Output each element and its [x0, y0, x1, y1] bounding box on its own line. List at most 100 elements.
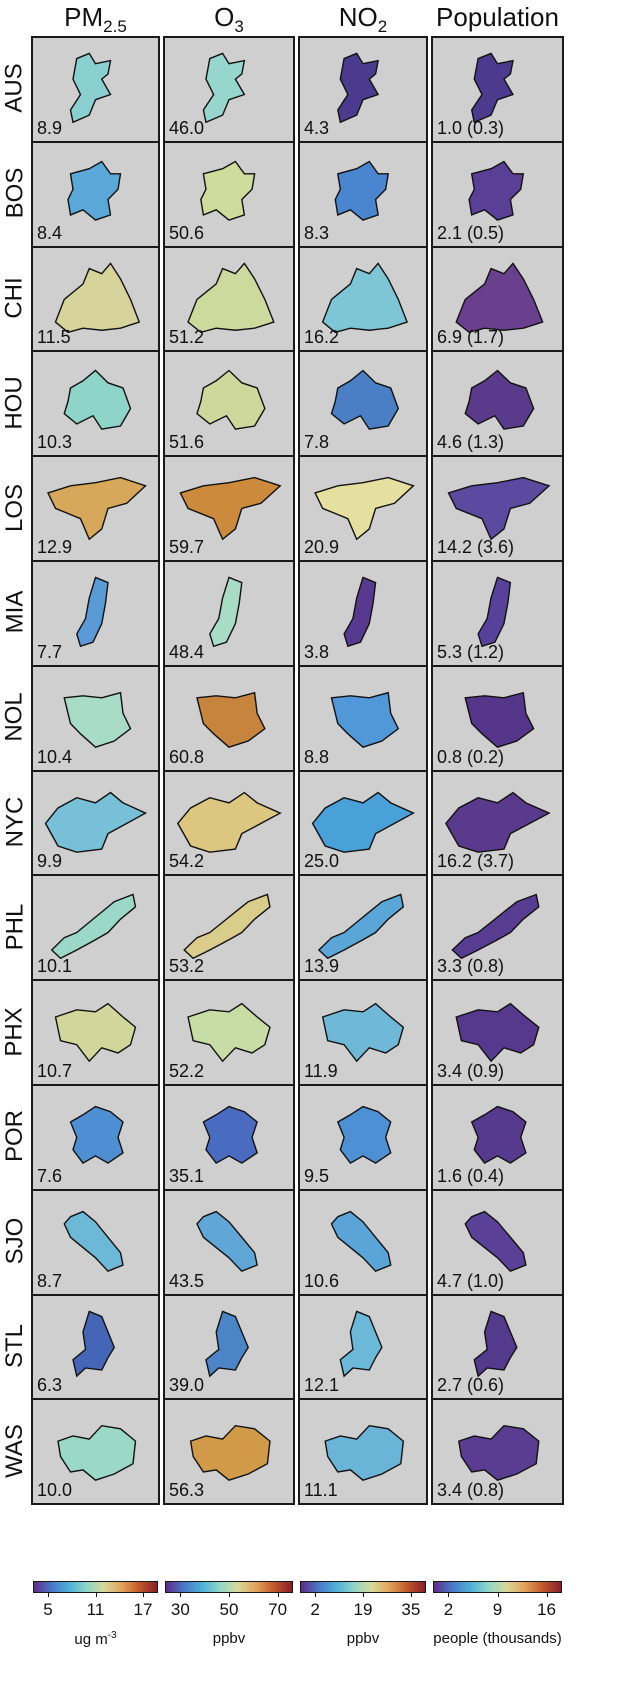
city-boundary [197, 692, 265, 746]
city-shape [300, 38, 426, 141]
city-shape [300, 562, 426, 665]
cell-value: 12.9 [37, 536, 73, 557]
city-shape [33, 876, 158, 979]
map-cell-aus-pm25: 8.9 [31, 36, 160, 143]
city-shape [165, 248, 293, 351]
map-cell-bos-o3: 50.6 [163, 140, 295, 248]
row-label-bos: BOS [0, 141, 30, 246]
city-shape [165, 457, 293, 560]
cell-value: 54.2 [169, 851, 205, 872]
map-cell-stl-no2: 12.1 [298, 1293, 428, 1401]
city-boundary [469, 161, 523, 220]
cell-value: 39.0 [169, 1375, 205, 1396]
map-cell-sjo-pm25: 8.7 [31, 1188, 160, 1296]
city-shape [165, 1400, 293, 1503]
city-shape [165, 667, 293, 770]
map-cell-por-no2: 9.5 [298, 1084, 428, 1191]
city-code: SJO [1, 1217, 28, 1265]
colorbar-tick [448, 1592, 450, 1597]
city-boundary [338, 53, 378, 122]
cell-value: 60.8 [169, 746, 205, 767]
city-boundary [56, 263, 140, 332]
city-boundary [201, 161, 255, 220]
city-shape [433, 352, 562, 455]
map-cell-phx-no2: 11.9 [298, 979, 428, 1086]
city-boundary [338, 1107, 391, 1164]
city-shape [433, 667, 562, 770]
cell-value: 8.9 [37, 117, 63, 138]
cell-value: 4.3 [304, 117, 330, 138]
cell-value: 6.3 [37, 1375, 63, 1396]
cell-value: 7.7 [37, 641, 63, 662]
city-boundary [459, 1426, 539, 1480]
map-cell-was-pop: 3.4 (0.8) [431, 1398, 564, 1506]
city-shape [33, 667, 158, 770]
cell-value: 8.7 [37, 1270, 63, 1291]
city-boundary [191, 1426, 270, 1480]
city-boundary [188, 263, 274, 332]
city-code: PHX [1, 1006, 29, 1057]
cell-value: 2.1 (0.5) [437, 222, 505, 243]
column-header-subscript: 2.5 [103, 17, 127, 36]
colorbar-tick-label: 2 [443, 1600, 454, 1619]
city-boundary [58, 1426, 136, 1480]
city-shape [300, 981, 426, 1084]
map-cell-nol-o3: 60.8 [163, 664, 295, 772]
city-shape [165, 876, 293, 979]
colorbar-tick-label: 9 [492, 1600, 503, 1619]
city-shape [433, 38, 562, 141]
cell-value: 3.8 [304, 641, 330, 662]
city-shape [300, 248, 426, 351]
colorbar-tick [180, 1592, 182, 1597]
map-cell-chi-o3: 51.2 [163, 245, 295, 353]
column-header-label: Population [436, 2, 559, 32]
city-shape [165, 352, 293, 455]
map-cell-phl-o3: 53.2 [163, 874, 295, 982]
column-header-pm25: PM2.5 [31, 2, 160, 36]
city-boundary [64, 371, 130, 430]
city-code: NOL [1, 692, 29, 742]
cell-value: 53.2 [169, 956, 205, 977]
cell-value: 25.0 [304, 851, 340, 872]
map-cell-nol-pop: 0.8 (0.2) [431, 664, 564, 772]
city-boundary [446, 792, 549, 852]
cell-value: 10.4 [37, 746, 73, 767]
colorbar-tick-label: 50 [219, 1600, 239, 1619]
colorbar-tick [315, 1592, 317, 1597]
city-boundary [478, 577, 510, 646]
city-shape [165, 1191, 293, 1294]
city-shape [300, 1086, 426, 1189]
city-boundary [465, 1211, 526, 1271]
map-cell-hou-o3: 51.6 [163, 350, 295, 458]
cell-value: 4.7 (1.0) [437, 1270, 505, 1291]
column-header-label: NO [338, 2, 378, 32]
city-boundary [448, 478, 549, 540]
cell-value: 16.2 (3.7) [437, 851, 515, 872]
cell-value: 20.9 [304, 536, 340, 557]
city-code: WAS [1, 1423, 28, 1478]
city-boundary [64, 692, 130, 746]
map-cell-hou-pop: 4.6 (1.3) [431, 350, 564, 458]
city-boundary [452, 895, 538, 959]
cell-value: 10.7 [37, 1060, 73, 1081]
colorbar-tick [410, 1592, 412, 1597]
map-cell-los-o3: 59.7 [163, 455, 295, 562]
city-shape [300, 876, 426, 979]
cell-value: 4.6 (1.3) [437, 432, 505, 453]
cell-value: 0.8 (0.2) [437, 746, 505, 767]
city-shape [300, 1296, 426, 1399]
city-shape [33, 1400, 158, 1503]
row-label-nol: NOL [0, 665, 30, 770]
city-boundary [315, 478, 413, 540]
city-shape [33, 457, 158, 560]
colorbar-tick-label: 5 [43, 1600, 53, 1619]
map-cell-bos-pm25: 8.4 [31, 140, 160, 248]
city-code: HOU [1, 376, 28, 430]
city-shape [165, 1086, 293, 1189]
map-cell-por-pop: 1.6 (0.4) [431, 1084, 564, 1191]
row-label-stl: STL [0, 1294, 30, 1399]
map-cell-phx-pop: 3.4 (0.9) [431, 979, 564, 1086]
column-header-no2: NO2 [298, 2, 428, 36]
row-label-phx: PHX [0, 979, 30, 1084]
colorbar-unit-no2: ppbv [298, 1630, 428, 1647]
